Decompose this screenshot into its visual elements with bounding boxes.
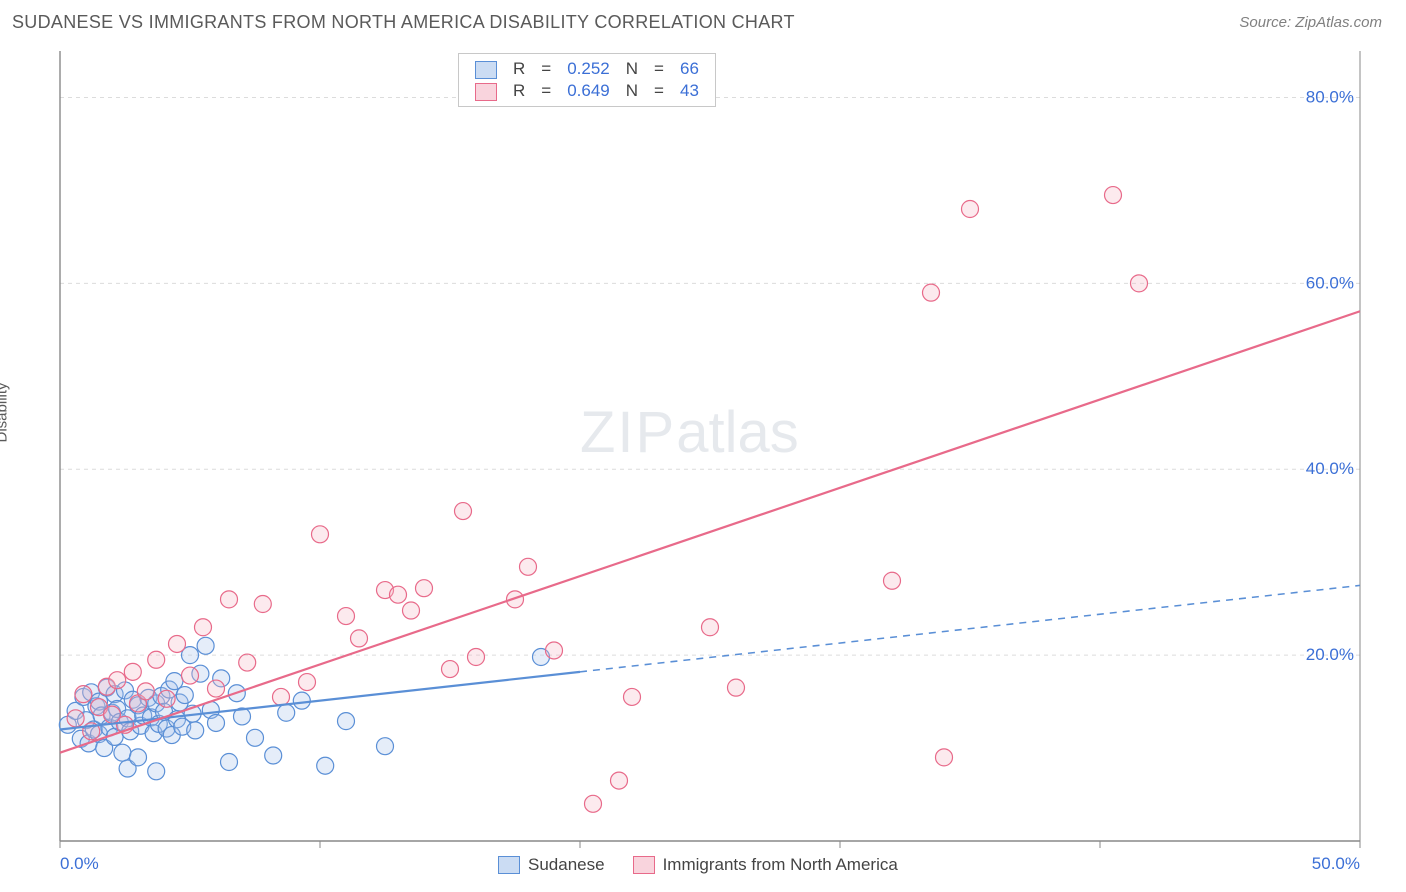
legend-label: Sudanese: [528, 855, 605, 875]
data-point: [884, 572, 901, 589]
data-point: [520, 558, 537, 575]
data-point: [187, 722, 204, 739]
r-label: R: [505, 58, 533, 80]
svg-text:50.0%: 50.0%: [1312, 854, 1360, 873]
legend-label: Immigrants from North America: [663, 855, 898, 875]
data-point: [278, 704, 295, 721]
data-point: [468, 648, 485, 665]
legend-swatch: [498, 856, 520, 874]
data-point: [936, 749, 953, 766]
r-value: 0.649: [559, 80, 618, 102]
data-point: [585, 795, 602, 812]
data-point: [546, 642, 563, 659]
chart-title: SUDANESE VS IMMIGRANTS FROM NORTH AMERIC…: [12, 12, 795, 33]
data-point: [455, 503, 472, 520]
data-point: [1131, 275, 1148, 292]
data-point: [377, 738, 394, 755]
correlation-legend: R=0.252N=66R=0.649N=43: [458, 53, 716, 107]
data-point: [158, 690, 175, 707]
data-point: [923, 284, 940, 301]
data-point: [299, 674, 316, 691]
svg-text:40.0%: 40.0%: [1306, 459, 1354, 478]
legend-swatch: [633, 856, 655, 874]
data-point: [442, 661, 459, 678]
data-point: [962, 201, 979, 218]
data-point: [611, 772, 628, 789]
data-point: [265, 747, 282, 764]
data-point: [195, 619, 212, 636]
data-point: [273, 688, 290, 705]
legend-item: Immigrants from North America: [633, 855, 898, 875]
data-point: [728, 679, 745, 696]
data-point: [293, 692, 310, 709]
data-point: [254, 596, 271, 613]
svg-text:80.0%: 80.0%: [1306, 87, 1354, 106]
data-point: [124, 663, 141, 680]
data-point: [208, 680, 225, 697]
svg-text:60.0%: 60.0%: [1306, 273, 1354, 292]
data-point: [416, 580, 433, 597]
data-point: [176, 687, 193, 704]
data-point: [182, 667, 199, 684]
data-point: [317, 757, 334, 774]
data-point: [221, 591, 238, 608]
svg-text:20.0%: 20.0%: [1306, 645, 1354, 664]
data-point: [312, 526, 329, 543]
n-value: 43: [672, 80, 707, 102]
data-point: [109, 672, 126, 689]
data-point: [197, 637, 214, 654]
trend-line-extrapolated: [580, 585, 1360, 671]
data-point: [67, 710, 84, 727]
data-point: [221, 754, 238, 771]
legend-swatch: [475, 61, 497, 79]
data-point: [1105, 187, 1122, 204]
data-point: [166, 673, 183, 690]
data-point: [208, 714, 225, 731]
legend-item: Sudanese: [498, 855, 605, 875]
data-point: [169, 635, 186, 652]
n-value: 66: [672, 58, 707, 80]
legend-swatch: [475, 83, 497, 101]
data-point: [137, 683, 154, 700]
n-label: N: [618, 80, 646, 102]
data-point: [338, 713, 355, 730]
data-point: [130, 749, 147, 766]
source-label: Source: ZipAtlas.com: [1239, 14, 1382, 31]
data-point: [338, 608, 355, 625]
chart-container: Disability 20.0%40.0%60.0%80.0%0.0%50.0%…: [8, 41, 1386, 887]
scatter-chart: 20.0% 40.0% 60.0% 80.0% 0.0% 50.0%: [8, 41, 1390, 887]
data-point: [148, 651, 165, 668]
data-point: [148, 763, 165, 780]
data-point: [114, 744, 131, 761]
data-point: [75, 686, 92, 703]
data-point: [624, 688, 641, 705]
r-label: R: [505, 80, 533, 102]
series-legend: Sudanese Immigrants from North America: [498, 855, 898, 875]
r-value: 0.252: [559, 58, 618, 80]
data-point: [247, 729, 264, 746]
data-point: [403, 602, 420, 619]
y-axis-label: Disability: [0, 382, 11, 442]
svg-text:0.0%: 0.0%: [60, 854, 99, 873]
trend-line: [60, 311, 1360, 752]
data-point: [239, 654, 256, 671]
data-point: [702, 619, 719, 636]
data-point: [390, 586, 407, 603]
data-point: [351, 630, 368, 647]
n-label: N: [618, 58, 646, 80]
